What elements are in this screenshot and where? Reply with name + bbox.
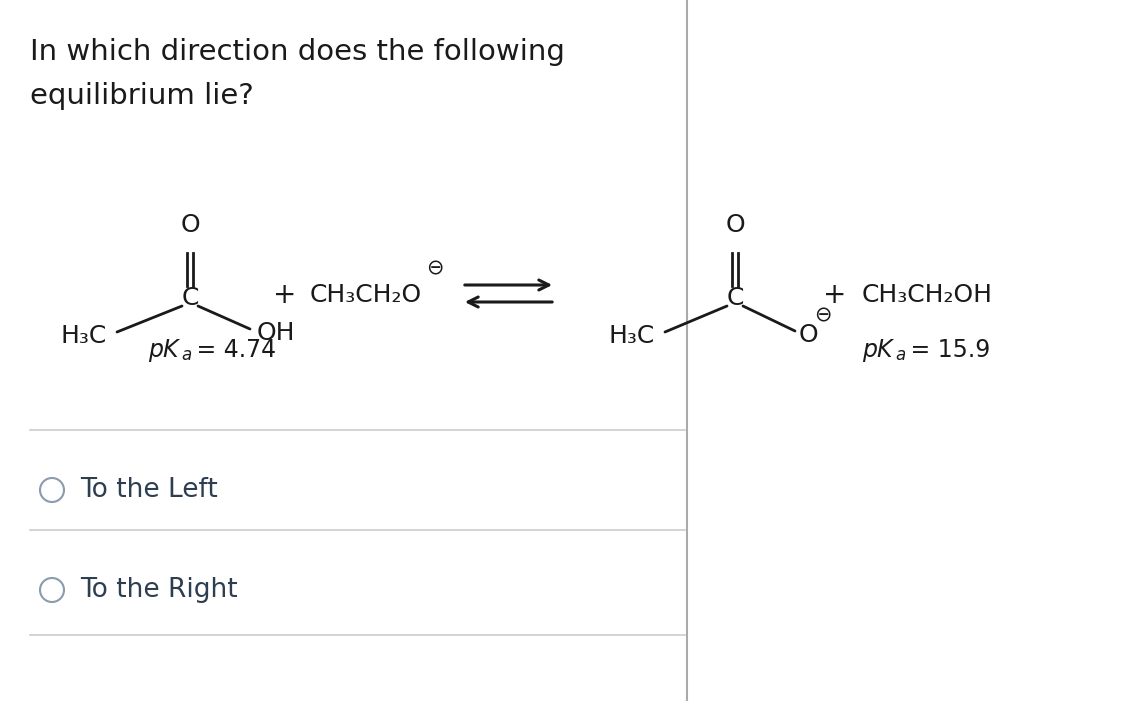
Text: C: C (181, 286, 199, 310)
Text: O: O (798, 323, 819, 347)
Text: = 15.9: = 15.9 (903, 338, 991, 362)
Text: C: C (726, 286, 744, 310)
Text: To the Right: To the Right (80, 577, 238, 603)
Text: In which direction does the following: In which direction does the following (31, 38, 564, 66)
Text: pK: pK (862, 338, 892, 362)
Text: = 4.74: = 4.74 (189, 338, 276, 362)
Text: +: + (274, 281, 296, 309)
Text: equilibrium lie?: equilibrium lie? (31, 82, 253, 110)
Text: a: a (895, 346, 905, 364)
Text: ⊖: ⊖ (814, 305, 831, 325)
Text: +: + (823, 281, 847, 309)
Text: OH: OH (257, 321, 295, 345)
Text: H₃C: H₃C (61, 324, 107, 348)
Text: CH₃CH₂OH: CH₃CH₂OH (862, 283, 993, 307)
Text: CH₃CH₂O: CH₃CH₂O (310, 283, 422, 307)
Text: O: O (180, 213, 200, 237)
Text: O: O (725, 213, 745, 237)
Text: pK: pK (148, 338, 179, 362)
Text: a: a (181, 346, 191, 364)
Text: To the Left: To the Left (80, 477, 218, 503)
Text: H₃C: H₃C (608, 324, 655, 348)
Text: ⊖: ⊖ (426, 258, 443, 278)
